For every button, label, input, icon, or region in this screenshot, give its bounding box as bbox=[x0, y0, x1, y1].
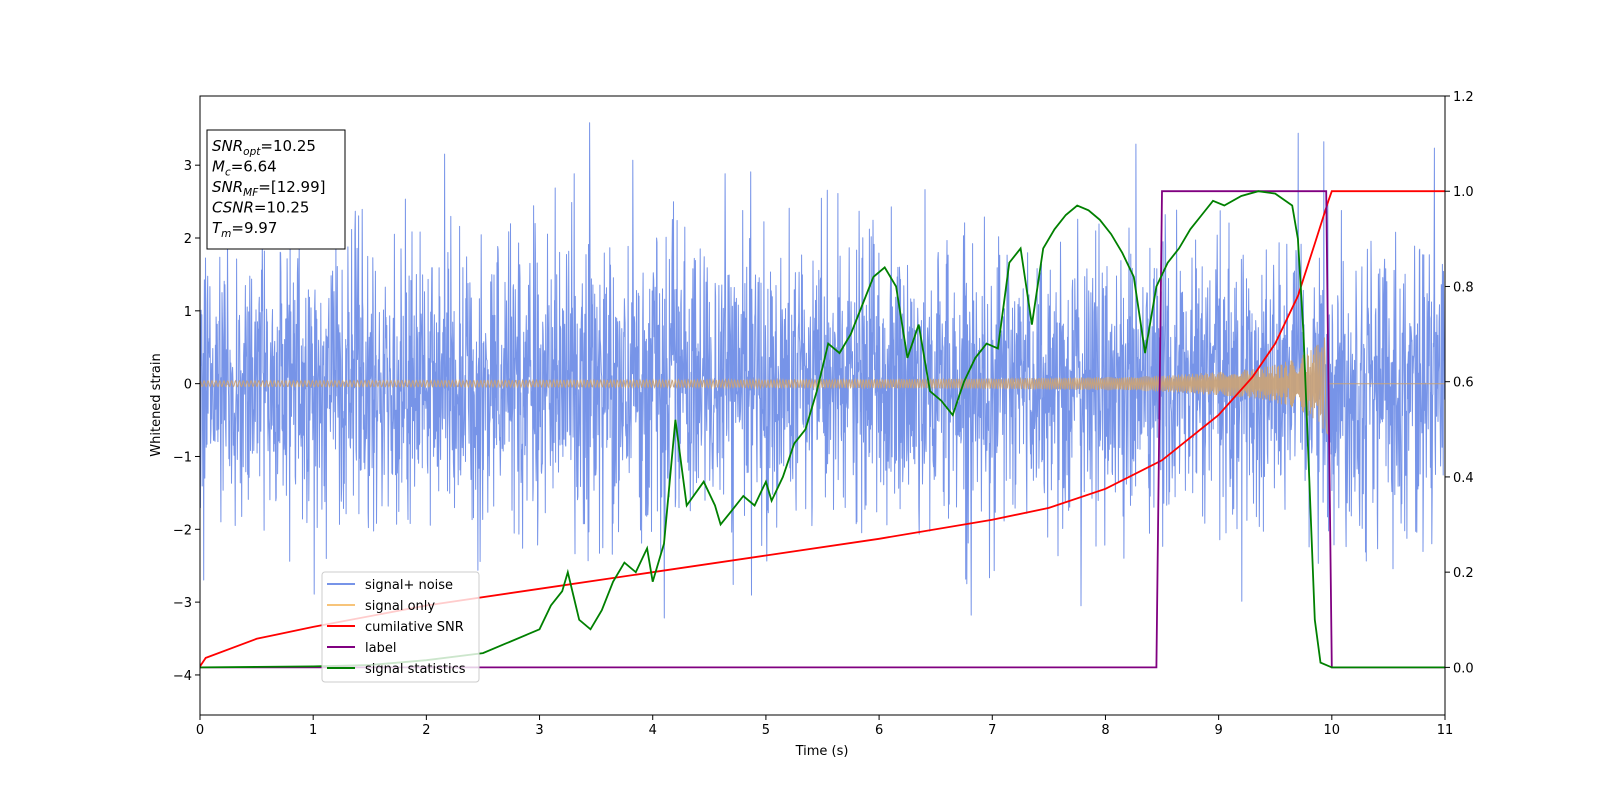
x-tick-label: 0 bbox=[196, 723, 204, 738]
x-tick-label: 5 bbox=[762, 723, 770, 738]
y-tick-label-left: 3 bbox=[184, 159, 192, 174]
y-tick-label-right: 0.0 bbox=[1453, 661, 1474, 676]
y-axis-right: 0.0 0.2 0.4 0.6 0.8 1.0 1.2 bbox=[1445, 90, 1474, 676]
annotation-line: CSNR=10.25 bbox=[212, 199, 309, 217]
series-signal-only-line bbox=[200, 337, 1445, 436]
x-tick-label: 4 bbox=[649, 723, 657, 738]
x-tick-label: 6 bbox=[875, 723, 883, 738]
x-tick-label: 1 bbox=[309, 723, 317, 738]
y-axis-left: −4 −3 −2 −1 0 1 2 3 bbox=[173, 159, 200, 684]
legend-entry-label: signal only bbox=[365, 599, 435, 614]
series-signal-statistics-line bbox=[200, 190, 1445, 669]
y-tick-label-left: 0 bbox=[184, 378, 192, 393]
legend-entry-label: signal statistics bbox=[365, 662, 466, 677]
annotation-line: Mc=6.64 bbox=[212, 158, 277, 179]
legend-frame bbox=[321, 571, 480, 683]
y-tick-label-left: −3 bbox=[173, 596, 192, 611]
y-tick-label-right: 0.2 bbox=[1453, 566, 1474, 581]
x-tick-label: 10 bbox=[1324, 723, 1341, 738]
y-tick-label-right: 1.0 bbox=[1453, 185, 1474, 200]
y-tick-label-left: −4 bbox=[173, 669, 192, 684]
x-tick-label: 3 bbox=[535, 723, 543, 738]
legend-entry-label: cumilative SNR bbox=[365, 620, 464, 635]
y-tick-label-right: 1.2 bbox=[1453, 90, 1474, 105]
x-axis-label: Time (s) bbox=[795, 744, 849, 759]
x-tick-label: 9 bbox=[1214, 723, 1222, 738]
legend-entry-label: signal+ noise bbox=[365, 578, 453, 593]
annotation-line: Tm=9.97 bbox=[212, 219, 277, 240]
y-tick-label-left: −1 bbox=[173, 450, 192, 465]
y-tick-label-right: 0.8 bbox=[1453, 280, 1474, 295]
x-tick-label: 2 bbox=[422, 723, 430, 738]
y-tick-label-left: −2 bbox=[173, 523, 192, 538]
annotation-line: SNRMF=[12.99] bbox=[212, 178, 326, 199]
legend: signal+ noise signal only cumilative SNR la… bbox=[321, 571, 480, 683]
annotation-box: SNRopt=10.25Mc=6.64SNRMF=[12.99]CSNR=10.… bbox=[206, 129, 346, 250]
y-axis-left-label: Whitened strain bbox=[149, 353, 164, 456]
annotation-line: SNRopt=10.25 bbox=[212, 137, 316, 158]
x-tick-label: 8 bbox=[1101, 723, 1109, 738]
y-tick-label-right: 0.4 bbox=[1453, 471, 1474, 486]
x-tick-label: 7 bbox=[988, 723, 996, 738]
x-axis: 0 1 2 3 4 5 6 7 8 9 10 11 bbox=[196, 715, 1453, 738]
y-tick-label-right: 0.6 bbox=[1453, 376, 1474, 391]
legend-entry-label: label bbox=[365, 641, 396, 656]
y-tick-label-left: 1 bbox=[184, 305, 192, 320]
x-tick-label: 11 bbox=[1437, 723, 1454, 738]
plot-frame bbox=[199, 95, 1446, 716]
y-tick-label-left: 2 bbox=[184, 232, 192, 247]
annotation-frame bbox=[206, 129, 346, 250]
